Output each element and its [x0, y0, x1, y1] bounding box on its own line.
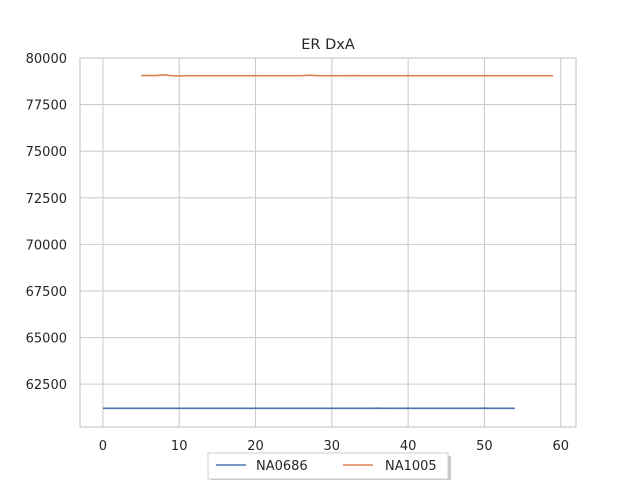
legend: NA0686 NA1005	[207, 452, 451, 480]
y-tick-label: 72500	[26, 192, 67, 207]
x-tick-label: 50	[476, 439, 493, 454]
y-tick-label: 62500	[26, 378, 67, 393]
legend-box	[207, 452, 449, 480]
y-tick-label: 80000	[26, 52, 67, 67]
grid	[80, 57, 576, 427]
x-tick-label: 60	[552, 439, 569, 454]
y-tick-label: 67500	[26, 285, 67, 300]
legend-label-na1005: NA1005	[385, 459, 437, 474]
y-tick-label: 65000	[26, 332, 67, 347]
legend-label-na0686: NA0686	[256, 459, 308, 474]
x-tick-label: 20	[247, 439, 264, 454]
y-tick-label: 70000	[26, 238, 67, 253]
tick-labels: 0 10 20 30 40 50 60 62500 65000 67500 70000 72500 75…	[26, 52, 569, 454]
y-tick-label: 77500	[26, 99, 67, 114]
plot-frame	[79, 57, 577, 428]
x-tick-label: 30	[324, 439, 341, 454]
y-tick-label: 75000	[26, 145, 67, 160]
x-tick-label: 10	[171, 439, 188, 454]
series-layer	[102, 73, 554, 410]
series-line-na1005	[141, 73, 554, 77]
x-tick-label: 0	[99, 439, 107, 454]
x-tick-label: 40	[400, 439, 417, 454]
chart-title: ER DxA	[301, 37, 355, 53]
